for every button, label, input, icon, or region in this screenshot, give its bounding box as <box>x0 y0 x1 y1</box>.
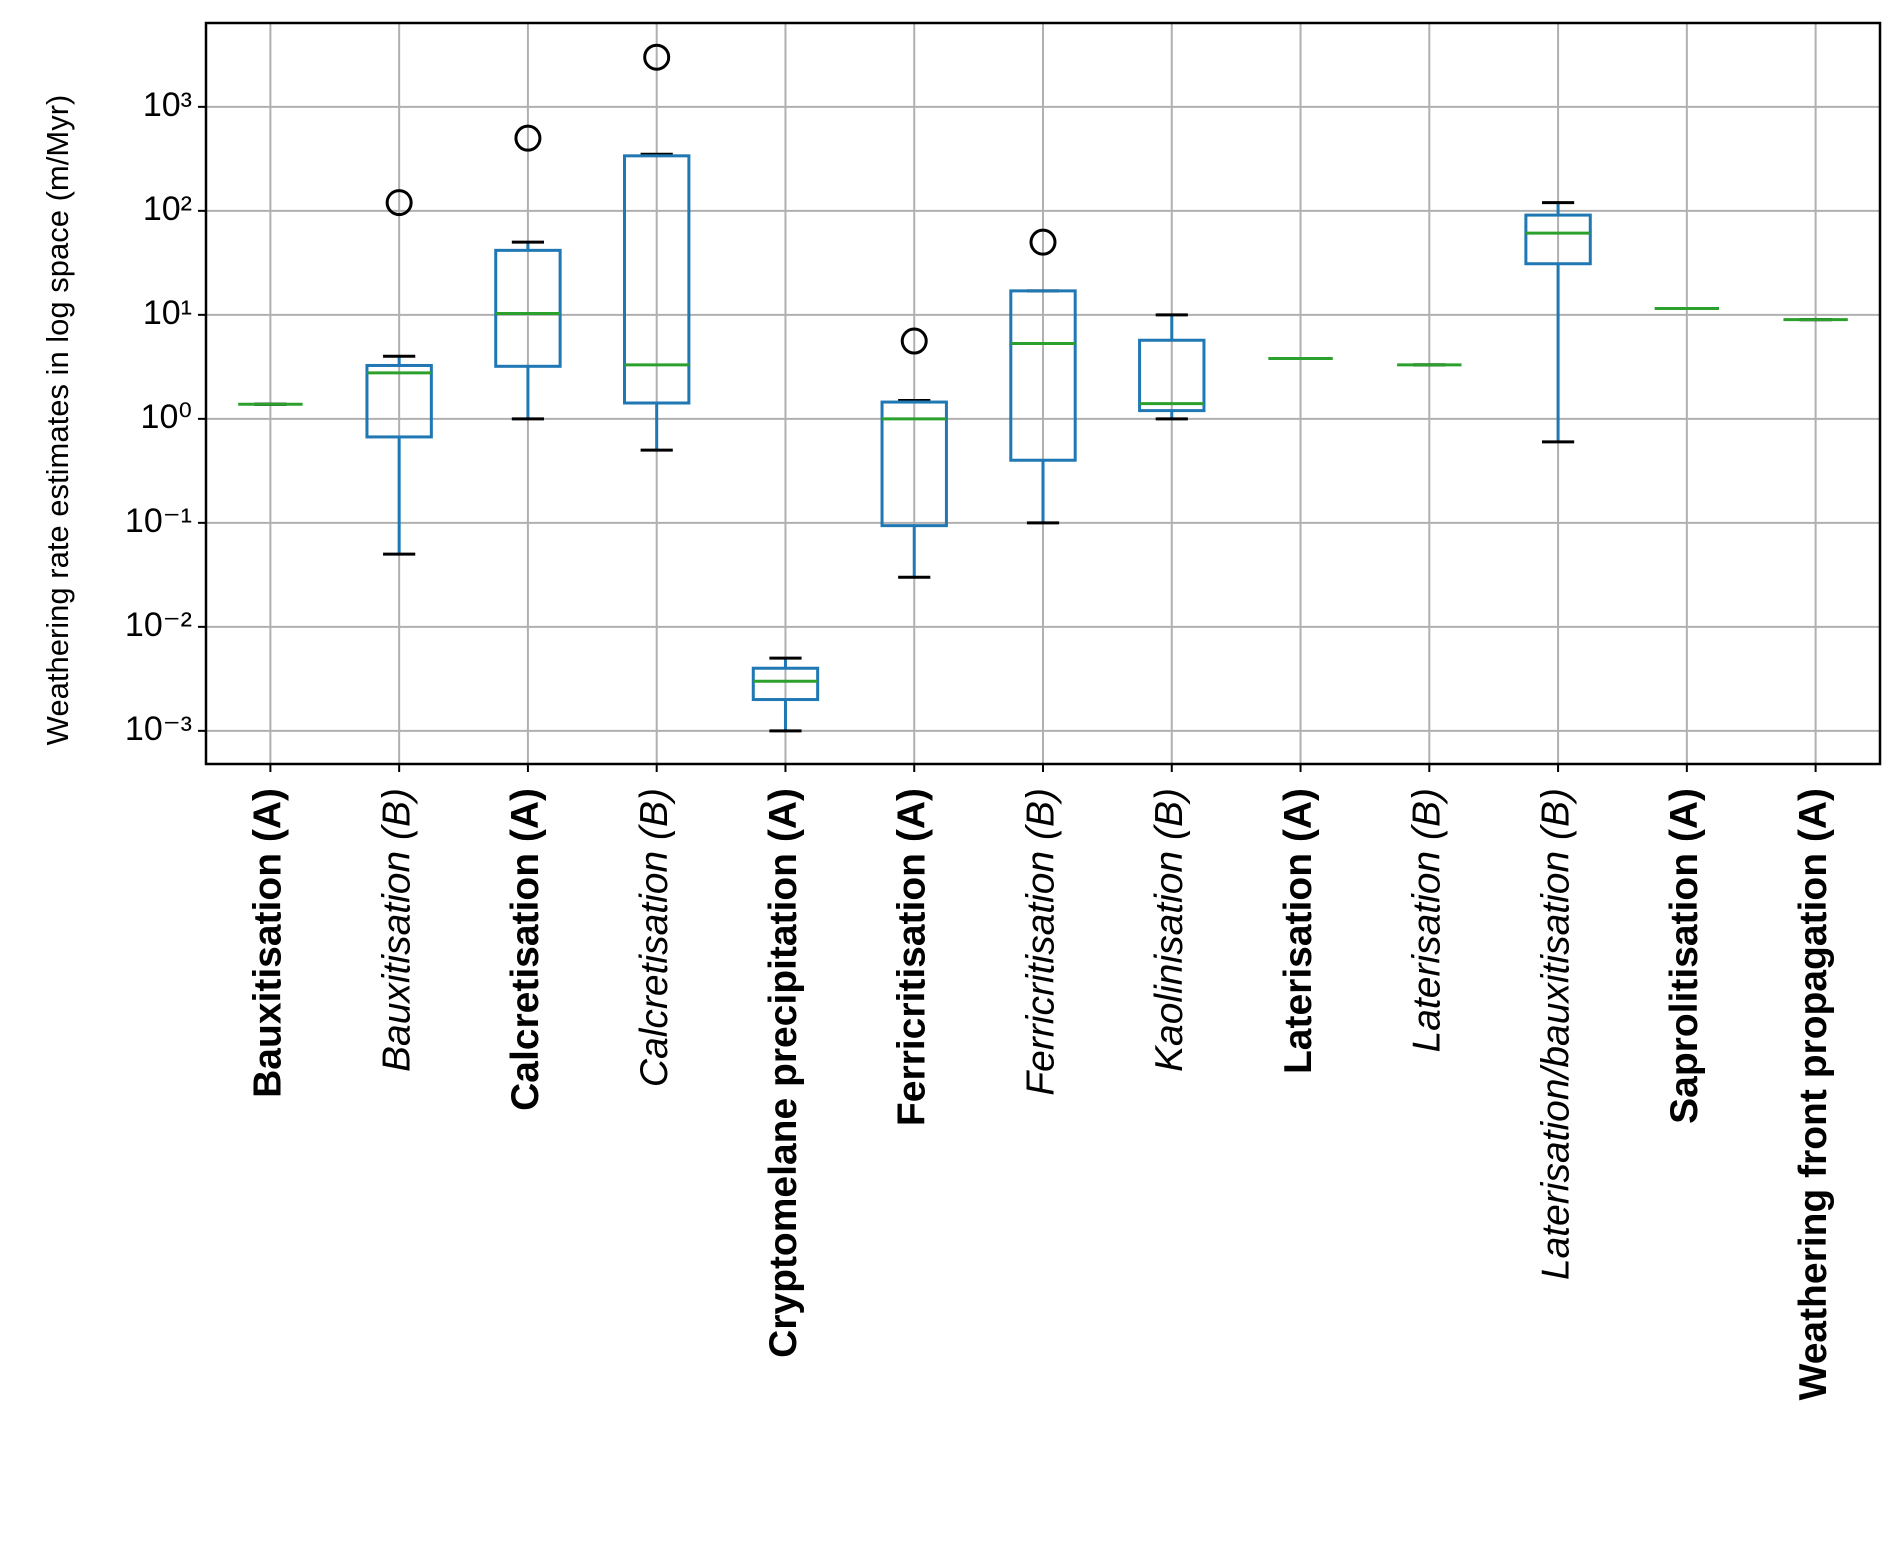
box <box>1524 213 1592 266</box>
y-tick-label: 10⁻² <box>125 606 192 644</box>
x-tick-label: Calcretisation (B) <box>633 788 676 1087</box>
x-tick-label: Kaolinisation (B) <box>1148 788 1191 1072</box>
x-tick-label: Laterisation (A) <box>1277 788 1320 1074</box>
box <box>1009 289 1077 462</box>
x-tick-label: Cryptomelane precipitation (A) <box>762 788 805 1358</box>
x-tick-label: Bauxitisation (A) <box>247 788 290 1098</box>
x-tick-label: Laterisation (B) <box>1406 788 1449 1052</box>
y-tick-label: 10¹ <box>143 294 192 332</box>
y-axis-label: Weathering rate estimates in log space (… <box>40 95 75 746</box>
flier <box>900 327 928 355</box>
plot-frame <box>204 21 1882 766</box>
box <box>751 666 820 702</box>
flier <box>1029 228 1057 256</box>
box <box>880 400 948 528</box>
y-tick-label: 10² <box>143 190 192 228</box>
flier <box>643 43 671 71</box>
y-tick-label: 10⁻¹ <box>125 502 192 540</box>
box <box>494 248 562 368</box>
x-tick-label: Ferricritisation (A) <box>891 788 934 1126</box>
box <box>1138 338 1206 413</box>
box <box>623 154 691 405</box>
flier <box>385 189 413 217</box>
x-tick-label: Laterisation/bauxitisation (B) <box>1534 788 1577 1280</box>
x-tick-label: Ferricritisation (B) <box>1019 788 1062 1096</box>
y-tick-label: 10⁰ <box>141 398 192 436</box>
x-tick-label: Weathering front propagation (A) <box>1792 788 1835 1400</box>
box <box>365 363 433 439</box>
y-tick-label: 10³ <box>143 86 192 124</box>
y-tick-label: 10⁻³ <box>125 710 192 748</box>
x-tick-label: Saprolitisation (A) <box>1663 788 1706 1124</box>
x-tick-label: Bauxitisation (B) <box>375 788 418 1072</box>
x-tick-label: Calcretisation (A) <box>504 788 547 1111</box>
flier <box>514 124 542 152</box>
